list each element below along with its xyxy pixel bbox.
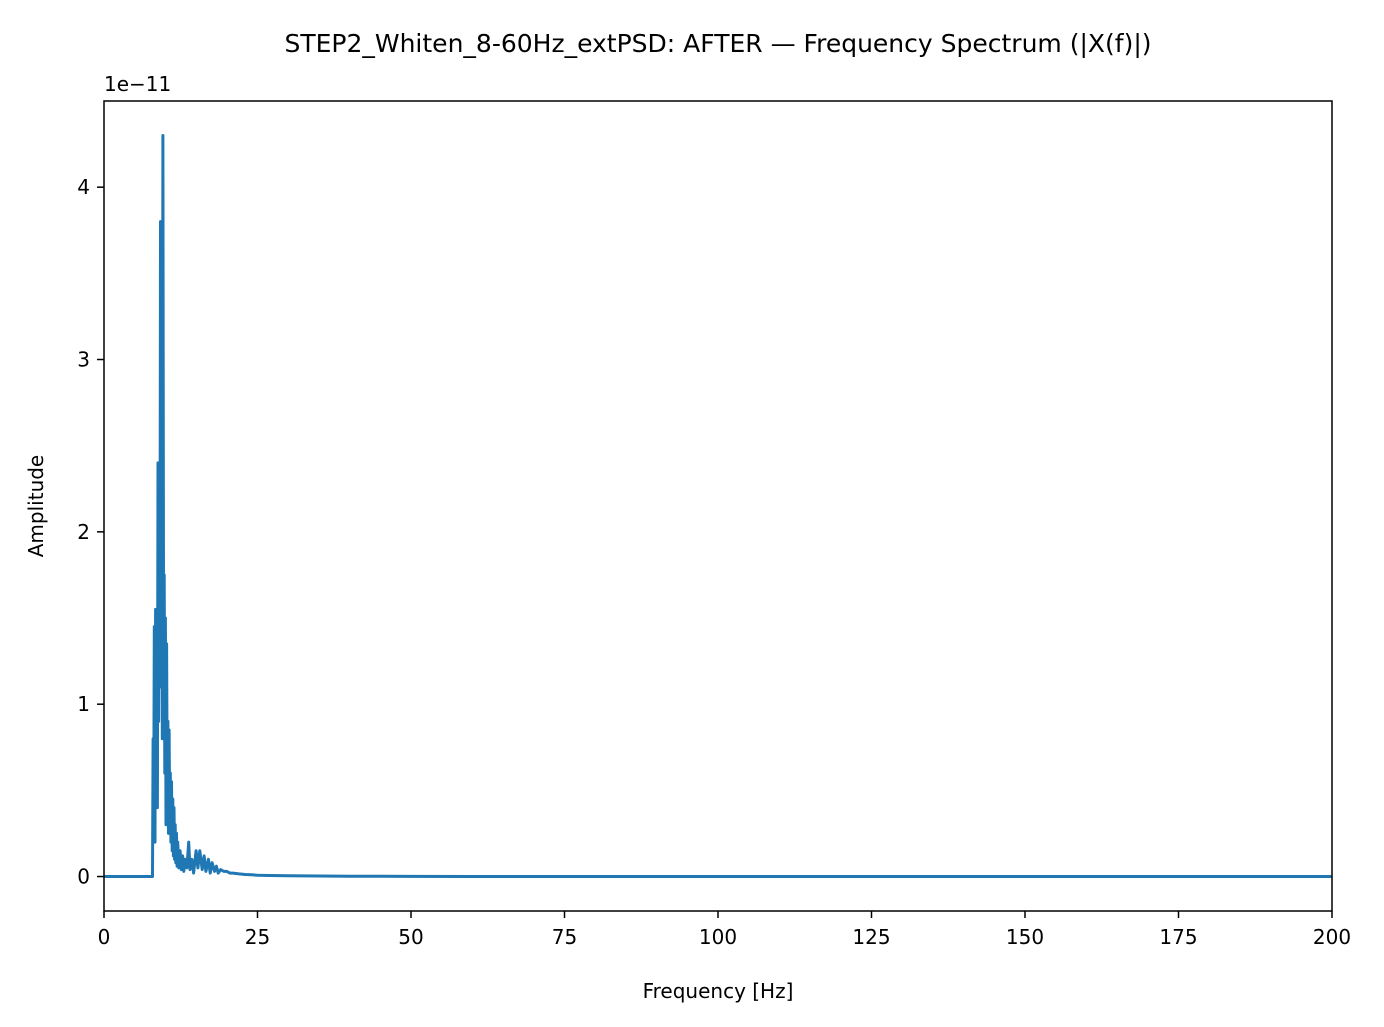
x-tick-label: 150	[1006, 925, 1044, 949]
plot-area	[103, 100, 1333, 912]
y-tick-label: 1	[77, 692, 90, 716]
plot-frame	[103, 100, 1333, 912]
x-tick-label: 50	[398, 925, 423, 949]
x-tick-label: 25	[245, 925, 270, 949]
y-tick-label: 0	[77, 865, 90, 889]
chart-title: STEP2_Whiten_8-60Hz_extPSD: AFTER — Freq…	[284, 29, 1151, 58]
x-tick-label: 75	[552, 925, 577, 949]
y-axis-offset-label: 1e−11	[104, 72, 171, 96]
x-tick-label: 175	[1159, 925, 1197, 949]
y-axis: 0 1 2 3 4	[77, 175, 104, 889]
x-tick-label: 0	[98, 925, 111, 949]
x-tick-label: 200	[1313, 925, 1351, 949]
x-axis-label: Frequency [Hz]	[643, 979, 794, 1003]
y-axis-label: Amplitude	[24, 455, 48, 558]
x-tick-label: 125	[852, 925, 890, 949]
y-tick-label: 2	[77, 520, 90, 544]
x-tick-label: 100	[699, 925, 737, 949]
x-axis: 0 25 50 75 100 125 150 175 200	[98, 911, 1351, 949]
y-tick-label: 4	[77, 175, 90, 199]
series-line	[104, 134, 1332, 878]
y-tick-label: 3	[77, 348, 90, 372]
